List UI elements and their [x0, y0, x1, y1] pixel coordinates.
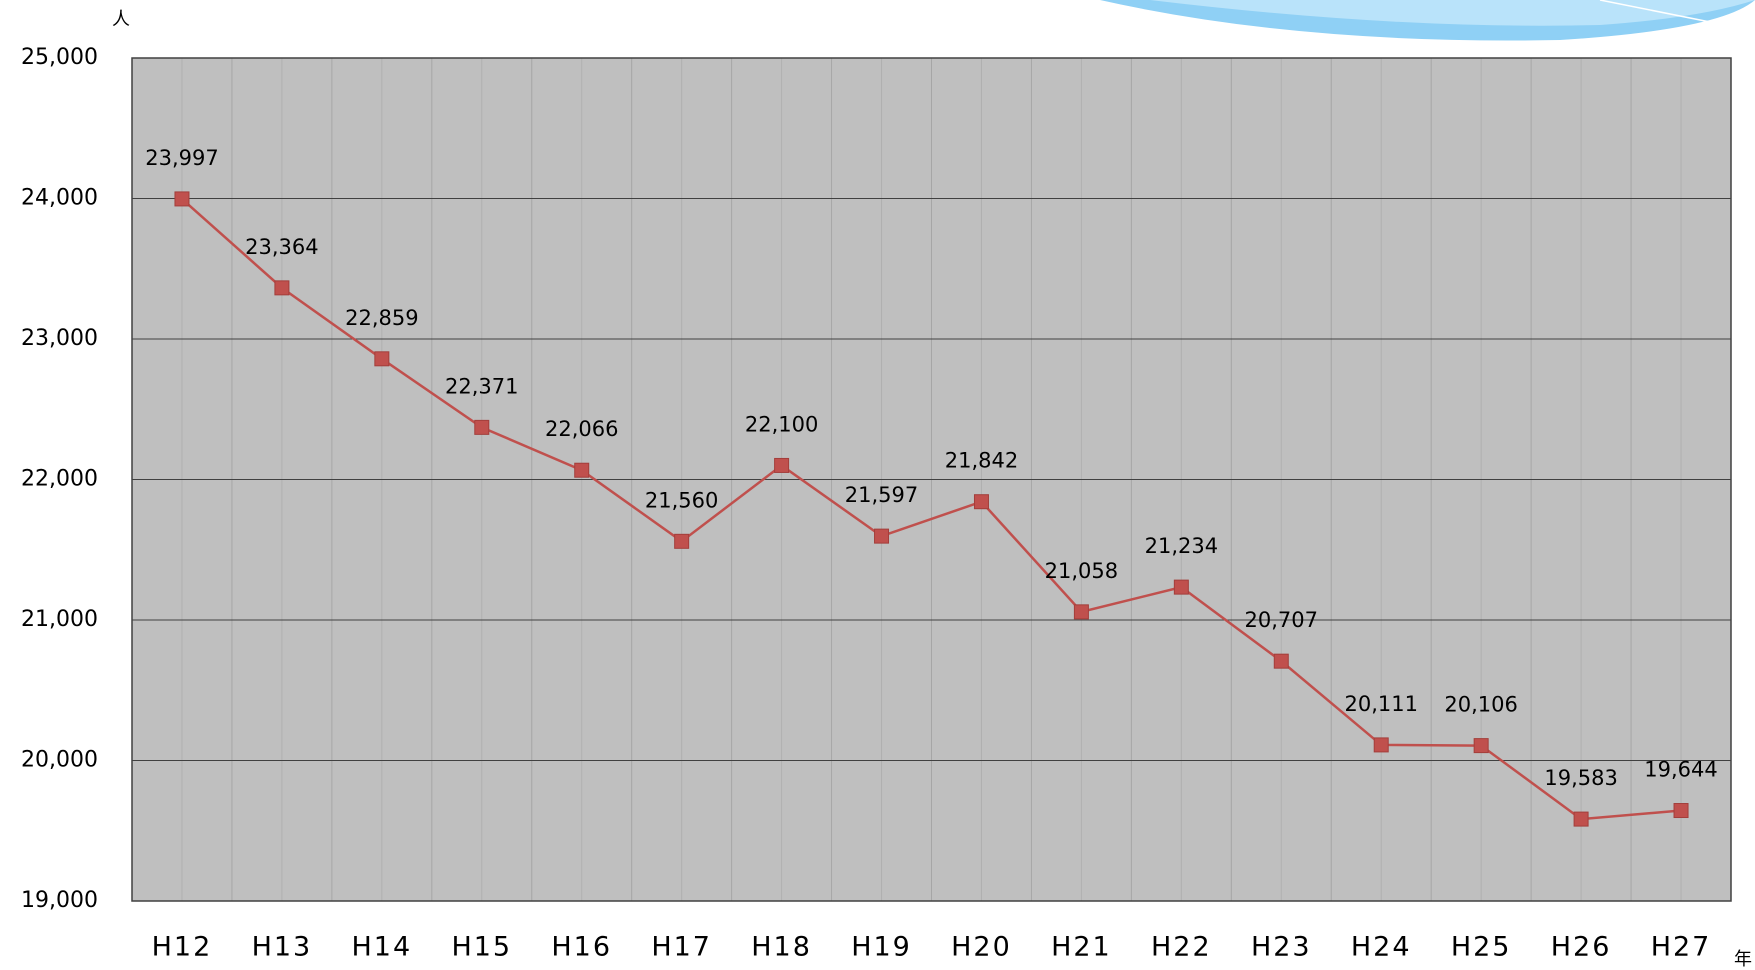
x-tick-label: H17: [651, 932, 712, 963]
decoration: [1100, 0, 1755, 41]
x-tick-label: H12: [152, 932, 213, 963]
data-label: 20,106: [1444, 693, 1517, 717]
marker: [875, 529, 889, 543]
data-label: 23,997: [145, 146, 218, 170]
marker: [675, 534, 689, 548]
data-label: 21,597: [845, 483, 918, 507]
marker: [1274, 654, 1288, 668]
y-unit: 人: [112, 9, 130, 30]
data-label: 20,707: [1245, 608, 1318, 632]
marker: [475, 420, 489, 434]
data-label: 21,234: [1145, 534, 1218, 558]
x-tick-label: H26: [1551, 932, 1612, 963]
x-tick-label: H18: [751, 932, 812, 963]
marker: [1674, 804, 1688, 818]
x-tick-label: H25: [1451, 932, 1512, 963]
x-tick-label: H14: [352, 932, 413, 963]
y-tick-label: 22,000: [21, 467, 98, 492]
x-tick-label: H24: [1351, 932, 1412, 963]
marker: [275, 281, 289, 295]
x-tick-label: H21: [1051, 932, 1112, 963]
x-tick-label: H23: [1251, 932, 1312, 963]
data-label: 21,842: [945, 449, 1018, 473]
y-tick-label: 24,000: [21, 186, 98, 211]
marker: [1174, 580, 1188, 594]
data-label: 19,583: [1544, 766, 1617, 790]
data-label: 22,859: [345, 306, 418, 330]
chart: 人 年 19,000 20,000 21,000 22,000 23,000 24,000…: [0, 0, 1755, 970]
marker: [974, 495, 988, 509]
x-tick-label: H15: [451, 932, 512, 963]
data-label: 21,058: [1045, 559, 1118, 583]
data-label: 20,111: [1344, 692, 1417, 716]
marker: [775, 458, 789, 472]
data-label: 22,100: [745, 412, 818, 436]
marker: [575, 463, 589, 477]
marker: [1374, 738, 1388, 752]
marker: [1474, 739, 1488, 753]
marker: [375, 352, 389, 366]
marker: [1574, 812, 1588, 826]
y-tick-label: 23,000: [21, 326, 98, 351]
data-label: 21,560: [645, 488, 718, 512]
y-tick-label: 25,000: [21, 45, 98, 70]
data-label: 22,371: [445, 374, 518, 398]
data-label: 23,364: [245, 235, 318, 259]
x-tick-label: H27: [1651, 932, 1712, 963]
x-tick-label: H22: [1151, 932, 1212, 963]
data-label: 19,644: [1644, 758, 1717, 782]
y-tick-label: 20,000: [21, 748, 98, 773]
data-label: 22,066: [545, 417, 618, 441]
y-tick-label: 21,000: [21, 607, 98, 632]
x-tick-label: H20: [951, 932, 1012, 963]
x-unit: 年: [1734, 949, 1752, 970]
y-tick-label: 19,000: [21, 888, 98, 913]
x-tick-label: H19: [851, 932, 912, 963]
marker: [175, 192, 189, 206]
x-tick-label: H13: [252, 932, 313, 963]
x-tick-label: H16: [551, 932, 612, 963]
marker: [1074, 605, 1088, 619]
